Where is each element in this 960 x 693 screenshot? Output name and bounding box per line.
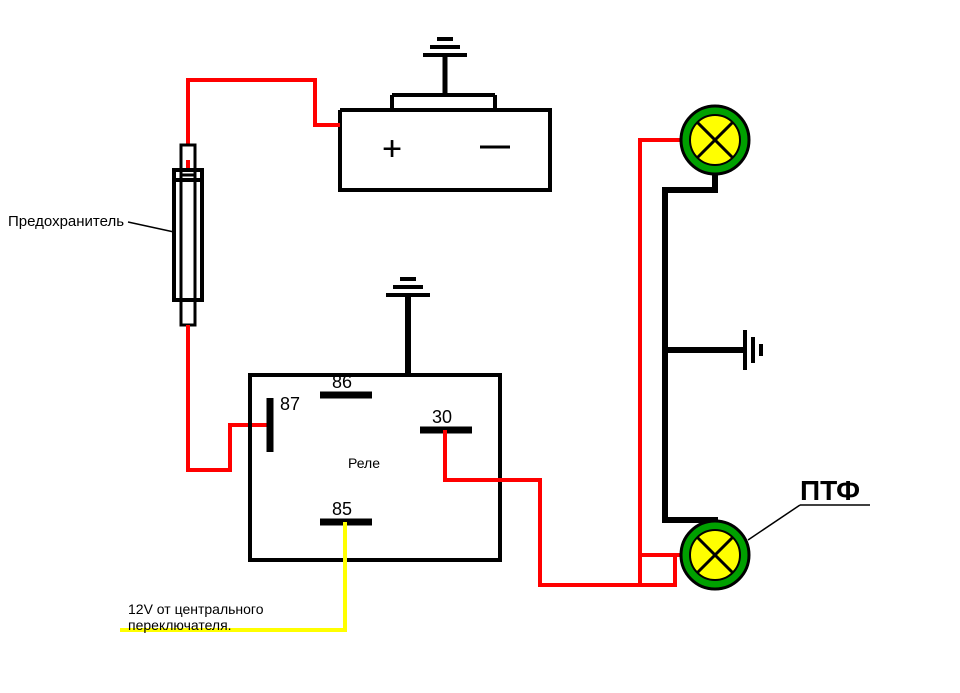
pin85-label: 85 xyxy=(332,499,352,519)
lamp-ground-icon xyxy=(745,330,761,370)
switch-source-label-line1: 12V от центрального xyxy=(128,601,264,617)
relay-ground-icon xyxy=(386,279,430,295)
fog-lights-label: ПТФ xyxy=(800,475,860,506)
battery: + — xyxy=(340,39,550,190)
wire-fuse-to-87 xyxy=(188,325,270,470)
battery-ground-icon xyxy=(423,39,467,55)
fog-lights-leader xyxy=(748,505,800,540)
fog-lamp-bottom xyxy=(681,521,749,589)
battery-body xyxy=(340,110,550,190)
switch-source-label-line2: переключателя. xyxy=(128,617,232,633)
circuit-diagram: + — Предохранитель 87 86 xyxy=(0,0,960,693)
pin86-label: 86 xyxy=(332,372,352,392)
battery-minus: — xyxy=(480,129,510,162)
fog-lamp-top xyxy=(681,106,749,174)
pin87-label: 87 xyxy=(280,394,300,414)
relay-label: Реле xyxy=(348,455,380,471)
fuse-label: Предохранитель xyxy=(8,213,124,230)
pin30-label: 30 xyxy=(432,407,452,427)
fuse-leader xyxy=(128,222,174,232)
relay: 87 86 30 85 Реле xyxy=(250,372,500,560)
battery-plus-redraw: + xyxy=(382,130,402,168)
